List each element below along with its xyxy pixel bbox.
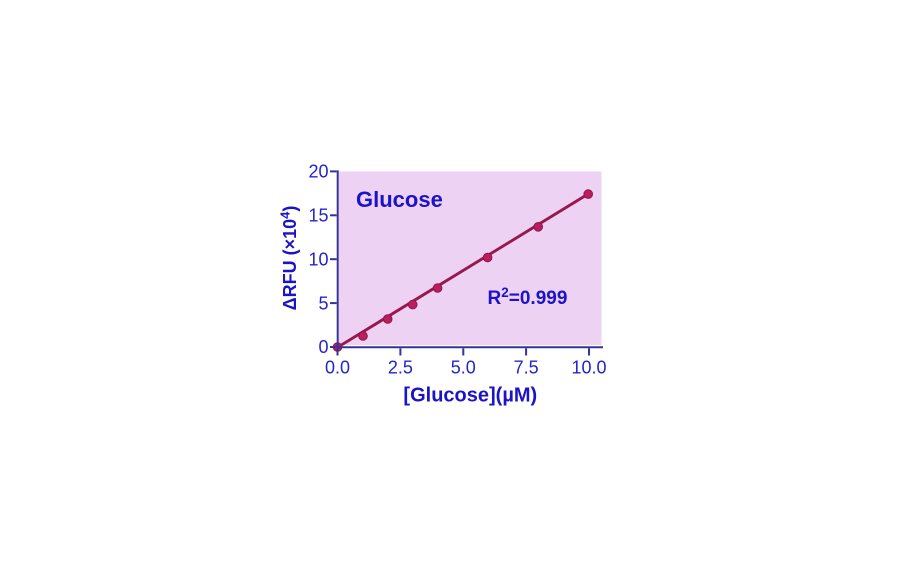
svg-text:15: 15 — [308, 206, 328, 226]
svg-text:2.5: 2.5 — [388, 358, 413, 378]
svg-text:10.0: 10.0 — [571, 358, 606, 378]
svg-text:[Glucose](µM): [Glucose](µM) — [403, 385, 537, 407]
svg-text:R2=0.999: R2=0.999 — [488, 285, 568, 309]
svg-text:5.0: 5.0 — [451, 358, 476, 378]
svg-text:ΔRFU (×104): ΔRFU (×104) — [278, 206, 301, 311]
svg-text:10: 10 — [308, 249, 328, 269]
svg-text:0: 0 — [318, 337, 328, 357]
svg-text:7.5: 7.5 — [514, 358, 539, 378]
svg-text:Glucose: Glucose — [356, 187, 443, 212]
svg-text:5: 5 — [318, 293, 328, 313]
svg-text:0.0: 0.0 — [325, 358, 350, 378]
svg-text:20: 20 — [308, 162, 328, 182]
